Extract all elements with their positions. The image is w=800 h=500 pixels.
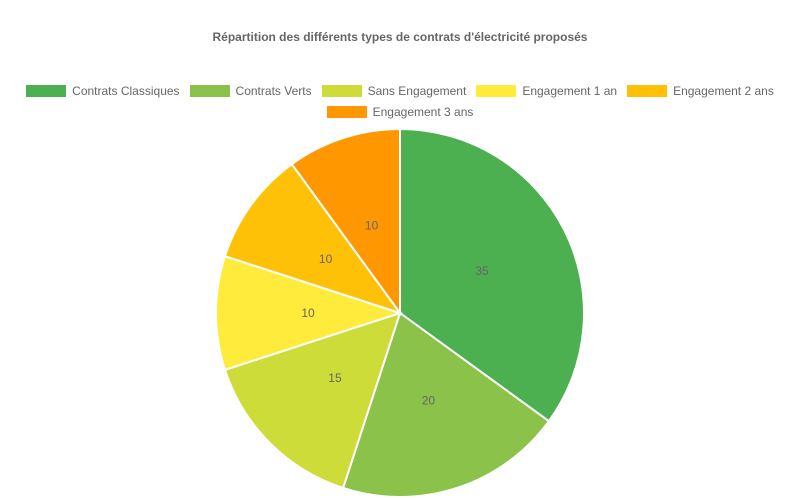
pie-slice-contrats-verts[interactable]	[341, 311, 551, 498]
legend-swatch	[326, 106, 367, 118]
legend-item-contrats-verts[interactable]: Contrats Verts	[189, 84, 312, 98]
legend-item-engagement-2-ans[interactable]: Engagement 2 ans	[627, 84, 774, 98]
legend-label: Engagement 1 an	[522, 84, 618, 98]
data-label-engagement-1-an: 10	[301, 306, 315, 320]
data-label-engagement-2-ans: 10	[319, 252, 333, 266]
pie-slice-engagement-2-ans[interactable]	[223, 162, 403, 315]
legend-item-contrats-classiques[interactable]: Contrats Classiques	[26, 84, 180, 98]
data-label-engagement-3-ans: 10	[365, 219, 379, 233]
legend-swatch	[476, 85, 517, 97]
data-label-sans-engagement: 15	[328, 371, 342, 385]
pie-slice-engagement-1-an[interactable]	[215, 254, 404, 372]
legend-label: Contrats Classiques	[72, 84, 180, 98]
chart-title: Répartition des différents types de cont…	[212, 30, 588, 44]
legend-row-2: Engagement 3 ans	[0, 104, 800, 120]
legend-item-sans-engagement[interactable]: Sans Engagement	[321, 84, 467, 98]
legend-swatch	[627, 85, 668, 97]
legend-swatch	[189, 85, 230, 97]
legend-swatch	[26, 85, 67, 97]
legend-item-engagement-3-ans[interactable]: Engagement 3 ans	[326, 105, 474, 119]
legend-label: Contrats Verts	[235, 84, 312, 98]
legend-row-1: Contrats Classiques Contrats Verts Sans …	[0, 83, 800, 99]
legend-label: Engagement 2 ans	[673, 84, 774, 98]
legend-item-engagement-1-an[interactable]: Engagement 1 an	[476, 84, 617, 98]
legend-label: Engagement 3 ans	[372, 105, 474, 119]
legend-label: Sans Engagement	[367, 84, 467, 98]
data-label-contrats-verts: 20	[422, 393, 436, 407]
legend: Contrats Classiques Contrats Verts Sans …	[0, 83, 800, 125]
pie-slice-engagement-3-ans[interactable]	[290, 127, 401, 317]
pie-slice-sans-engagement[interactable]	[223, 311, 402, 490]
pie-slice-contrats-classiques[interactable]	[399, 127, 585, 423]
legend-swatch	[321, 85, 362, 97]
data-label-contrats-classiques: 35	[475, 264, 489, 278]
